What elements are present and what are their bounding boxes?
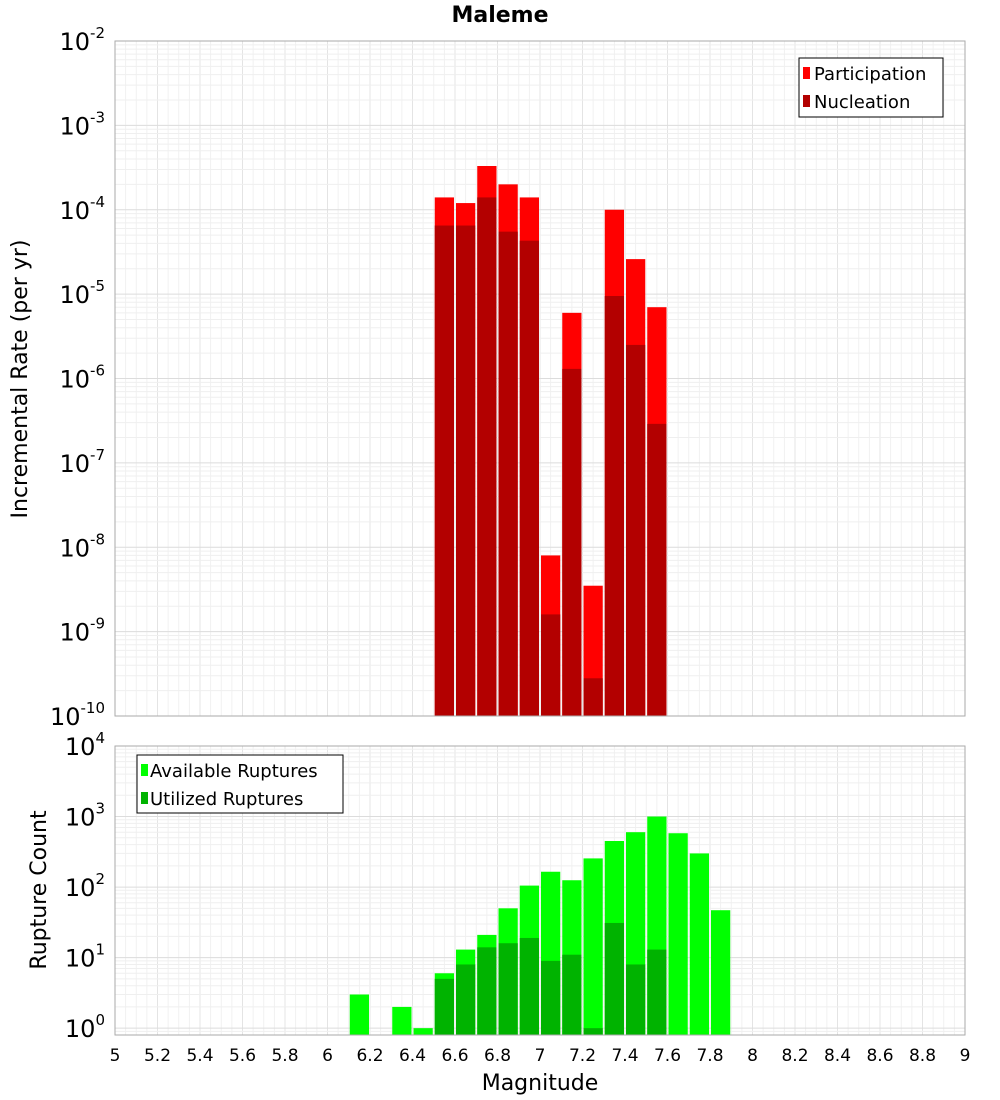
top-gridlines: [114, 40, 966, 717]
bottom-y-tick-label: 102: [65, 870, 105, 902]
x-tick-label: 6.2: [356, 1046, 383, 1066]
x-tick-label: 5: [110, 1046, 121, 1066]
legend-swatch-utilized: [141, 792, 148, 804]
top-y-tick-label: 10-2: [59, 24, 105, 56]
x-tick-label: 6: [322, 1046, 333, 1066]
bottom-bar-utilized-ruptures: [434, 978, 454, 1035]
bottom-bar-utilized-ruptures: [604, 922, 624, 1035]
legend-swatch-nucleation: [803, 95, 810, 107]
legend-label-participation: Participation: [814, 64, 926, 85]
top-y-tick-label: 10-9: [59, 615, 105, 647]
x-tick-label: 5.6: [229, 1046, 256, 1066]
top-bar-nucleation: [604, 296, 624, 716]
bottom-y-tick-label: 103: [65, 800, 105, 832]
bottom-plot-frame: [114, 745, 966, 1036]
top-bar-nucleation: [434, 225, 454, 716]
bottom-bar-available-ruptures: [668, 833, 688, 1035]
x-ticks: 5 5.2 5.4 5.6 5.8 6 6.2 6.4 6.6 6.8 7 7.2 7.4 7.6 7.8 8…: [110, 1046, 971, 1066]
bottom-bar-utilized-ruptures: [562, 954, 582, 1035]
x-tick-label: 5.4: [186, 1046, 213, 1066]
bottom-bar-available-ruptures: [349, 994, 369, 1035]
legend-swatch-available: [141, 764, 148, 776]
x-tick-label: 6.8: [484, 1046, 511, 1066]
top-bar-nucleation: [562, 368, 582, 716]
bottom-bar-utilized-ruptures: [456, 964, 476, 1035]
top-y-tick-label: 10-3: [59, 108, 105, 140]
top-bar-nucleation: [498, 231, 518, 716]
top-bar-nucleation: [583, 678, 603, 716]
bottom-y-ticks: 100 101 102 103 104: [65, 729, 105, 1043]
legend-label-utilized: Utilized Ruptures: [150, 789, 303, 810]
top-y-ticks: 10-10 10-9 10-8 10-7 10-6 10-5 10-4 10-3 10-2: [50, 24, 105, 731]
top-legend: Participation Nucleation: [798, 57, 944, 118]
x-tick-label: 8.2: [781, 1046, 808, 1066]
x-tick-label: 5.8: [271, 1046, 298, 1066]
x-tick-label: 7.8: [696, 1046, 723, 1066]
bottom-bars: [349, 816, 731, 1035]
bottom-y-tick-label: 101: [65, 941, 105, 973]
bottom-bar-available-ruptures: [689, 853, 709, 1035]
x-tick-label: 8.8: [909, 1046, 936, 1066]
bottom-bar-utilized-ruptures: [498, 943, 518, 1035]
bottom-y-tick-label: 100: [65, 1011, 105, 1043]
chart-title: Maleme: [451, 3, 548, 28]
top-bar-nucleation: [647, 423, 667, 716]
x-tick-label: 8.4: [824, 1046, 851, 1066]
top-y-tick-label: 10-5: [59, 277, 105, 309]
top-y-tick-label: 10-8: [59, 530, 105, 562]
bottom-bar-available-ruptures: [392, 1006, 412, 1035]
bottom-bar-utilized-ruptures: [477, 947, 497, 1035]
top-y-tick-label: 10-6: [59, 362, 105, 394]
bottom-bar-available-ruptures: [413, 1028, 433, 1035]
x-tick-label: 8.6: [866, 1046, 893, 1066]
bottom-bar-available-ruptures: [711, 910, 731, 1035]
top-y-axis-label: Incremental Rate (per yr): [8, 240, 33, 519]
x-axis-label: Magnitude: [482, 1071, 599, 1096]
bottom-bar-utilized-ruptures: [541, 960, 561, 1035]
bottom-legend: Available Ruptures Utilized Ruptures: [136, 754, 344, 814]
top-bar-nucleation: [626, 344, 646, 716]
x-tick-label: 6.6: [441, 1046, 468, 1066]
top-y-tick-label: 10-10: [50, 699, 105, 731]
bottom-y-axis-label: Rupture Count: [27, 810, 52, 970]
x-tick-label: 7.4: [611, 1046, 638, 1066]
top-bar-nucleation: [519, 240, 539, 717]
top-plot-frame: [114, 40, 966, 717]
x-tick-label: 7.2: [569, 1046, 596, 1066]
legend-label-nucleation: Nucleation: [814, 92, 910, 113]
top-bar-nucleation: [477, 197, 497, 717]
x-tick-label: 9: [960, 1046, 971, 1066]
x-tick-label: 7.6: [654, 1046, 681, 1066]
bottom-bar-utilized-ruptures: [519, 937, 539, 1035]
x-tick-label: 5.2: [144, 1046, 171, 1066]
x-tick-label: 7: [535, 1046, 546, 1066]
bottom-y-tick-label: 104: [65, 729, 105, 761]
bottom-bar-available-ruptures: [583, 858, 603, 1035]
x-tick-label: 6.4: [399, 1046, 426, 1066]
legend-label-available: Available Ruptures: [150, 761, 318, 782]
bottom-bar-utilized-ruptures: [626, 964, 646, 1035]
top-bars: [434, 166, 667, 717]
legend-swatch-participation: [803, 67, 810, 79]
top-y-tick-label: 10-4: [59, 193, 105, 225]
top-y-tick-label: 10-7: [59, 446, 105, 478]
bottom-bar-utilized-ruptures: [583, 1028, 603, 1035]
top-bar-nucleation: [456, 225, 476, 716]
bottom-bar-utilized-ruptures: [647, 949, 667, 1035]
x-tick-label: 8: [747, 1046, 758, 1066]
top-bar-nucleation: [541, 614, 561, 716]
